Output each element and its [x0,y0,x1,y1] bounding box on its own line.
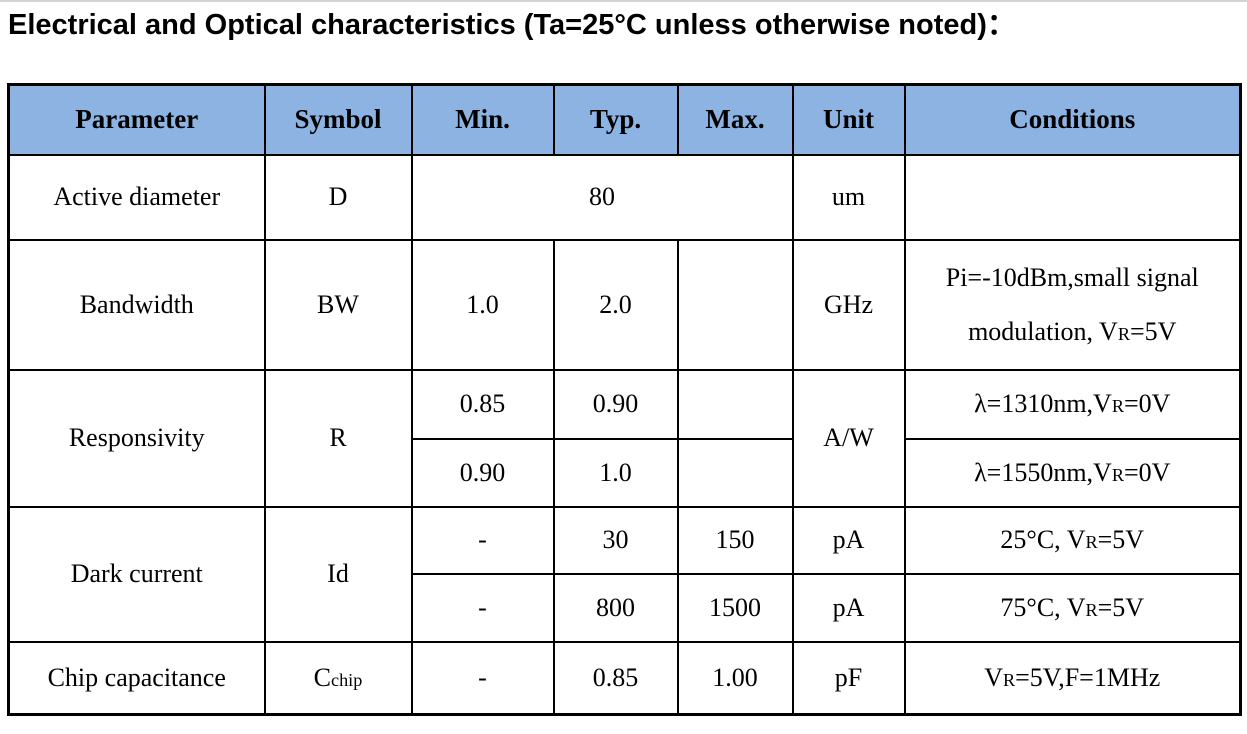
cell-dark-current-75c-unit: pA [791,572,906,643]
conditions-line2-tail: =5V [1129,316,1177,346]
cell-responsivity-parameter: Responsivity [7,368,266,508]
conditions-text: λ=1310nm,V [974,389,1112,418]
cell-responsivity-1310-max [676,368,794,440]
conditions-text: 75°C, V [1000,592,1086,622]
conditions-text-tail: =5V [1097,525,1145,554]
cell-dark-current-25c-unit: pA [791,505,906,575]
header-symbol: Symbol [263,83,413,156]
cell-responsivity-1550-typ: 1.0 [552,437,679,508]
characteristics-table: Parameter Symbol Min. Typ. Max. Unit Con… [7,83,1242,716]
table-row: Dark current Id - 30 150 pA 25°C, VR=5V [7,505,1242,643]
cell-bandwidth-parameter: Bandwidth [7,238,266,371]
header-min: Min. [410,83,555,156]
cell-chip-capacitance-conditions: VR=5V,F=1MHz [903,640,1242,716]
table-row: Bandwidth BW 1.0 2.0 GHz Pi=-10dBm,small… [7,238,1242,371]
header-max: Max. [676,83,794,156]
cell-bandwidth-conditions: Pi=-10dBm,small signal modulation, VR=5V [903,238,1242,371]
cell-responsivity-unit: A/W [791,368,906,508]
header-conditions: Conditions [903,83,1242,156]
conditions-text-tail: =5V,F=1MHz [1015,662,1161,692]
subscript-R: R [1111,464,1124,485]
cell-dark-current-25c-max: 150 [676,505,794,575]
cell-chip-capacitance-min: - [410,640,555,716]
cell-active-diameter-conditions [903,153,1242,241]
conditions-text-tail: =0V [1123,457,1171,487]
conditions-line1: Pi=-10dBm,small signal [945,263,1199,293]
table-row: - 800 1500 pA 75°C, VR=5V [9,572,1242,643]
cell-active-diameter-unit: um [791,153,906,241]
cell-dark-current-75c-max: 1500 [676,572,794,643]
conditions-text: V [984,662,1003,692]
header-unit: Unit [791,83,906,156]
table-row: Active diameter D 80 um [7,153,1242,241]
header-parameter: Parameter [7,83,266,156]
cell-dark-current-75c-min: - [410,572,555,643]
table-row: Chip capacitance Cchip - 0.85 1.00 pF VR… [7,640,1242,716]
cell-bandwidth-max [676,238,794,371]
conditions-text: 25°C, V [1000,525,1086,554]
cell-responsivity-1310-conditions: λ=1310nm,VR=0V [903,368,1242,440]
cell-dark-current-25c-conditions: 25°C, VR=5V [903,505,1242,575]
cell-dark-current-75c-conditions: 75°C, VR=5V [903,572,1242,643]
cell-chip-capacitance-symbol: Cchip [263,640,413,716]
table-header-row: Parameter Symbol Min. Typ. Max. Unit Con… [7,83,1242,156]
cell-responsivity-1550-min: 0.90 [410,437,555,508]
subscript-R: R [1085,599,1098,620]
cell-bandwidth-symbol: BW [263,238,413,371]
table-row: 0.90 1.0 λ=1550nm,VR=0V [9,437,1242,508]
cell-bandwidth-typ: 2.0 [552,238,679,371]
subscript-chip: chip [331,669,363,690]
section-title: Electrical and Optical characteristics (… [8,9,1016,41]
conditions-line2: modulation, V [968,316,1118,346]
subscript-R: R [1085,532,1098,552]
cell-dark-current-75c-typ: 800 [552,572,679,643]
cell-dark-current-parameter: Dark current [7,505,266,643]
conditions-text-tail: =0V [1123,389,1171,418]
symbol-text: C [313,662,331,692]
cell-bandwidth-unit: GHz [791,238,906,371]
conditions-text-tail: =5V [1097,592,1145,622]
cell-responsivity-1550-max [676,437,794,508]
subscript-R: R [1002,669,1016,690]
cell-dark-current-25c-min: - [410,505,555,575]
cell-active-diameter-parameter: Active diameter [7,153,266,241]
cell-dark-current-25c-typ: 30 [552,505,679,575]
cell-chip-capacitance-typ: 0.85 [552,640,679,716]
cell-bandwidth-min: 1.0 [410,238,555,371]
cell-responsivity-symbol: R [263,368,413,508]
page-top-edge-line [0,0,1247,2]
subscript-R: R [1111,396,1124,416]
cell-responsivity-1310-typ: 0.90 [552,368,679,440]
cell-active-diameter-symbol: D [263,153,413,241]
cell-active-diameter-value: 80 [410,153,794,241]
header-typ: Typ. [552,83,679,156]
cell-dark-current-symbol: Id [263,505,413,643]
cell-chip-capacitance-parameter: Chip capacitance [7,640,266,716]
table-row: Responsivity R 0.85 0.90 A/W λ=1310nm,VR… [7,368,1242,508]
conditions-text: λ=1550nm,V [974,457,1112,487]
cell-responsivity-1310-min: 0.85 [410,368,555,440]
cell-chip-capacitance-unit: pF [791,640,906,716]
cell-chip-capacitance-max: 1.00 [676,640,794,716]
cell-responsivity-1550-conditions: λ=1550nm,VR=0V [903,437,1242,508]
subscript-R: R [1117,323,1130,344]
